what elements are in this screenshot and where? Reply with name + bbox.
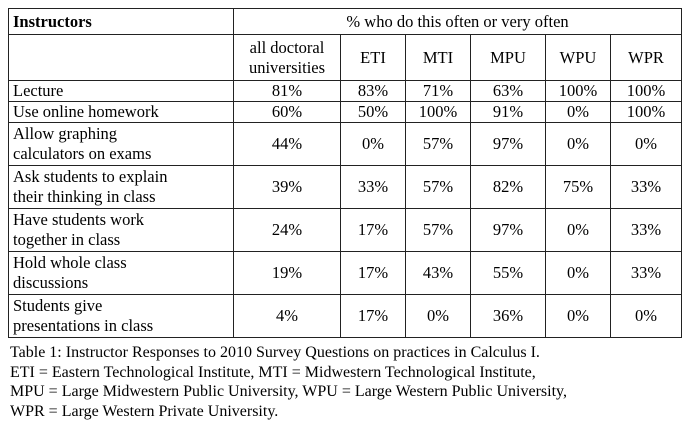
data-row: Allow graphing calculators on exams 44% 0% 5… xyxy=(8,122,683,166)
row-label-line: Hold whole class xyxy=(13,253,127,272)
cell: 17% xyxy=(340,294,406,338)
column-header: WPR xyxy=(609,34,683,81)
cell: 0% xyxy=(340,122,406,166)
cell: 33% xyxy=(609,251,683,295)
column-header-line: all doctoral xyxy=(249,37,325,57)
cell: 71% xyxy=(405,80,471,102)
cell: 100% xyxy=(609,80,683,102)
data-row: Have students work together in class 24% 17… xyxy=(8,208,683,252)
column-header-line: WPU xyxy=(559,47,597,67)
column-header: ETI xyxy=(340,34,406,81)
group-header: % who do this often or very often xyxy=(232,8,683,35)
column-header-line: MTI xyxy=(422,47,454,67)
cell: 83% xyxy=(340,80,406,102)
empty-cell xyxy=(8,34,234,81)
caption-line: MPU = Large Midwestern Public University… xyxy=(10,383,567,400)
data-row: Hold whole class discussions 19% 17% 43% 55% 0… xyxy=(8,251,683,295)
cell: 33% xyxy=(340,165,406,209)
row-label: Allow graphing calculators on exams xyxy=(8,122,234,166)
row-label: Lecture xyxy=(8,80,234,102)
row-label-line: Use online homework xyxy=(13,102,159,121)
caption-line: ETI = Eastern Technological Institute, M… xyxy=(10,363,536,381)
cell: 75% xyxy=(545,165,611,209)
row-label: Hold whole class discussions xyxy=(8,251,234,295)
survey-table: Instructors% who do this often or very o… xyxy=(8,8,683,338)
cell: 57% xyxy=(405,122,471,166)
cell: 0% xyxy=(609,122,683,166)
row-label-line: Ask students to explain xyxy=(13,167,168,186)
cell: 57% xyxy=(405,165,471,209)
row-label-line: Have students work xyxy=(13,210,145,229)
data-row: Students give presentations in class 4% 17%… xyxy=(8,294,683,338)
column-header: all doctoral universities xyxy=(233,34,341,81)
cell: 50% xyxy=(340,101,406,123)
row-label-line: Lecture xyxy=(13,81,64,100)
cell: 24% xyxy=(233,208,341,252)
cell: 43% xyxy=(405,251,471,295)
column-header: MTI xyxy=(405,34,471,81)
cell: 55% xyxy=(470,251,546,295)
cell: 0% xyxy=(545,122,611,166)
column-header: WPU xyxy=(545,34,611,81)
cell: 100% xyxy=(405,101,471,123)
header-row: Instructors% who do this often or very o… xyxy=(8,8,683,35)
cell: 0% xyxy=(545,208,611,252)
cell: 0% xyxy=(405,294,471,338)
row-label-line: together in class xyxy=(13,230,121,249)
cell: 82% xyxy=(470,165,546,209)
cell: 44% xyxy=(233,122,341,166)
row-label: Students give presentations in class xyxy=(8,294,234,338)
cell: 19% xyxy=(233,251,341,295)
cell: 4% xyxy=(233,294,341,338)
cell: 17% xyxy=(340,251,406,295)
cell: 81% xyxy=(233,80,341,102)
row-label: Ask students to explain their thinking in… xyxy=(8,165,234,209)
row-label: Have students work together in class xyxy=(8,208,234,252)
column-header-line: MPU xyxy=(490,47,526,67)
cell: 97% xyxy=(470,122,546,166)
cell: 0% xyxy=(545,294,611,338)
column-header: MPU xyxy=(470,34,546,81)
data-row: Use online homework 60% 50% 100% 91% 0% 100% xyxy=(8,101,683,123)
column-header-row: all doctoral universities ETI MTI MPU WPU WPR xyxy=(8,34,683,81)
cell: 33% xyxy=(609,208,683,252)
cell: 0% xyxy=(545,101,611,123)
data-row: Lecture 81% 83% 71% 63% 100% 100% xyxy=(8,80,683,102)
row-label-line: Students give xyxy=(13,296,103,315)
cell: 97% xyxy=(470,208,546,252)
cell: 91% xyxy=(470,101,546,123)
cell: 100% xyxy=(609,101,683,123)
cell: 36% xyxy=(470,294,546,338)
row-label-line: discussions xyxy=(13,273,89,292)
corner-cell: Instructors xyxy=(8,8,234,35)
row-label-line: presentations in class xyxy=(13,316,154,335)
cell: 57% xyxy=(405,208,471,252)
column-header-line: WPR xyxy=(628,47,664,67)
cell: 39% xyxy=(233,165,341,209)
cell: 63% xyxy=(470,80,546,102)
row-label-line: Allow graphing xyxy=(13,124,118,143)
cell: 0% xyxy=(545,251,611,295)
column-header-line: universities xyxy=(248,57,326,77)
cell: 60% xyxy=(233,101,341,123)
caption-line: WPR = Large Western Private University. xyxy=(10,402,279,420)
caption-line: Table 1: Instructor Responses to 2010 Su… xyxy=(10,344,540,361)
cell: 0% xyxy=(609,294,683,338)
cell: 100% xyxy=(545,80,611,102)
cell: 33% xyxy=(609,165,683,209)
row-label-line: calculators on exams xyxy=(13,144,152,163)
cell: 17% xyxy=(340,208,406,252)
row-label-line: their thinking in class xyxy=(13,187,156,206)
row-label: Use online homework xyxy=(8,101,234,123)
data-row: Ask students to explain their thinking in… xyxy=(8,165,683,209)
caption: Table 1: Instructor Responses to 2010 Su… xyxy=(10,343,567,421)
column-header-line: ETI xyxy=(360,47,386,67)
